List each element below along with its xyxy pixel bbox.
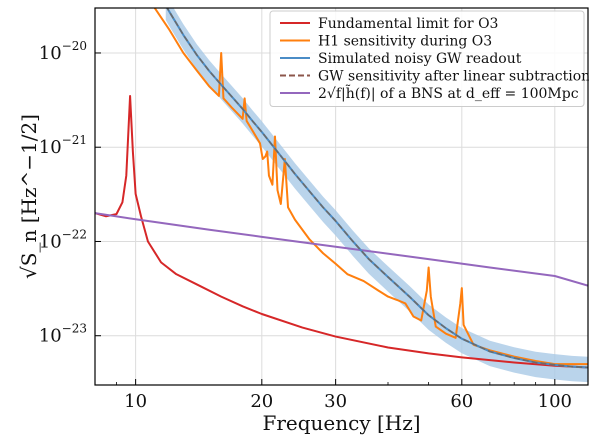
y-tick-exponent: −21 [62, 133, 87, 147]
y-tick-base: 10 [39, 43, 62, 64]
y-tick-label: 10−20 [39, 39, 87, 64]
x-axis-label: Frequency [Hz] [262, 411, 420, 435]
plot-frame [94, 7, 589, 386]
y-tick-label: 10−23 [39, 322, 87, 347]
series-line-3 [166, 8, 588, 369]
legend-label-2: Simulated noisy GW readout [318, 51, 522, 67]
y-tick-label: 10−21 [39, 133, 87, 158]
y-tick-base: 10 [39, 326, 62, 347]
y-tick-exponent: −23 [62, 322, 87, 336]
y-tick-label: 10−22 [39, 227, 87, 252]
x-tick-label: 30 [324, 391, 347, 412]
legend: Fundamental limit for O3 H1 sensitivity d… [269, 10, 589, 107]
x-tick-label: 100 [538, 391, 572, 412]
x-tick-label: 10 [124, 391, 147, 412]
series-line-4 [95, 212, 588, 287]
series-line-0 [95, 94, 588, 369]
y-tick-base: 10 [39, 231, 62, 252]
legend-label-1: H1 sensitivity during O3 [318, 34, 492, 50]
y-axis-label: √S_n [Hz^−1/2] [17, 114, 41, 279]
x-tick-label: 60 [450, 391, 473, 412]
x-tick-label: 20 [250, 391, 273, 412]
series-line-1 [153, 8, 588, 366]
legend-label-4: 2√f|h̃(f)| of a BNS at d_eff = 100Mpc [318, 84, 579, 102]
legend-label-0: Fundamental limit for O3 [318, 16, 498, 32]
legend-label-3: GW sensitivity after linear subtraction [318, 69, 589, 85]
series-lines [95, 8, 588, 369]
y-tick-base: 10 [39, 137, 62, 158]
legend-box [269, 10, 585, 107]
y-tick-exponent: −22 [62, 227, 87, 241]
y-tick-exponent: −20 [62, 39, 87, 53]
